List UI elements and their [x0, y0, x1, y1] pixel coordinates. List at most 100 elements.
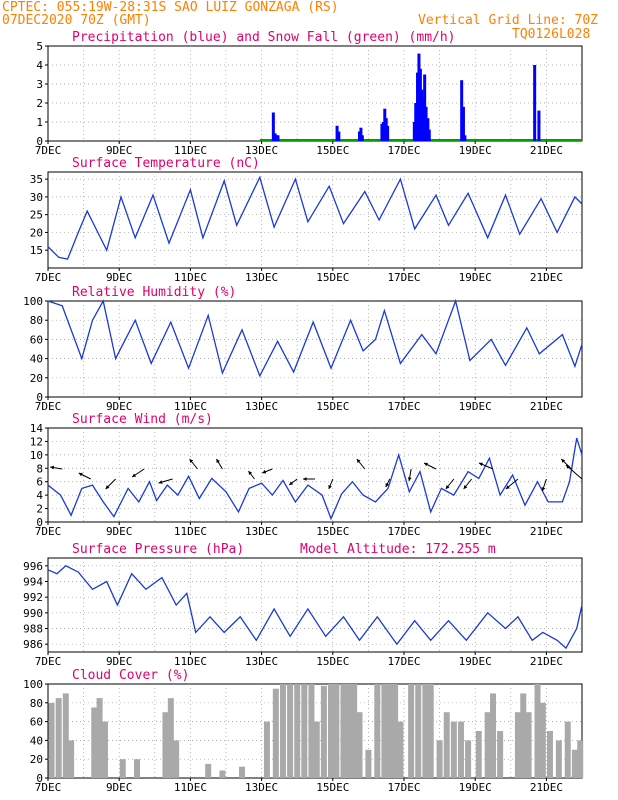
humidity-xtick-label: 17DEC — [387, 400, 420, 413]
temperature-frame — [47, 171, 583, 269]
wind-arrowhead — [356, 459, 361, 463]
wind-arrowhead — [216, 459, 220, 463]
wind-arrowhead — [132, 473, 137, 477]
humidity-xtick-label: 19DEC — [459, 400, 492, 413]
humidity-xtick-label: 7DEC — [35, 400, 62, 413]
cloud-bar — [301, 684, 308, 778]
humidity-line — [47, 298, 583, 378]
precipitation-xtick-label: 17DEC — [387, 144, 420, 157]
precipitation-xtick-label: 9DEC — [106, 144, 133, 157]
temperature-xtick-label: 7DEC — [35, 271, 62, 284]
cloud-bar — [408, 684, 415, 778]
precipitation-ytick-label: 0 — [36, 135, 43, 148]
precipitation-ytick-label: 1 — [36, 116, 43, 129]
precip-bar — [461, 106, 465, 141]
cloud-bar — [427, 684, 434, 778]
precipitation-xtick-label: 13DEC — [245, 144, 278, 157]
cloud-bar — [490, 693, 496, 778]
precipitation-xtick-label: 15DEC — [316, 144, 349, 157]
cloud-cover-ytick-label: 100 — [23, 678, 43, 691]
cloud-bar — [484, 712, 491, 778]
temperature-xtick-label: 19DEC — [459, 271, 492, 284]
wind-arrowhead — [248, 471, 253, 475]
pressure-ytick-label: 992 — [23, 591, 43, 604]
precipitation-xtick-label: 11DEC — [174, 144, 207, 157]
temperature-ytick-label: 25 — [30, 209, 43, 222]
pressure-ytick-label: 986 — [23, 638, 43, 651]
precipitation-ytick-label: 5 — [36, 40, 43, 53]
wind-arrowhead — [105, 485, 110, 489]
cloud-bar — [415, 684, 422, 778]
wind-ytick-label: 2 — [36, 503, 43, 516]
pressure-ytick-label: 988 — [23, 623, 43, 636]
pressure-xtick-label: 15DEC — [316, 655, 349, 668]
humidity-title: Relative Humidity (%) — [72, 285, 236, 300]
temperature-ytick-label: 15 — [30, 244, 43, 257]
precipitation-xtick-label: 19DEC — [459, 144, 492, 157]
header-line1: CPTEC: 055:19W-28:31S SAO LUIZ GONZAGA (… — [2, 0, 339, 15]
cloud-bar — [340, 684, 347, 778]
wind-arrowhead — [303, 477, 307, 481]
pressure-line — [47, 565, 583, 650]
precip-bar — [359, 127, 363, 141]
cloud-bar — [356, 712, 363, 778]
precip-bar — [386, 125, 390, 141]
humidity-ytick-label: 60 — [30, 333, 43, 346]
header-date: 07DEC2020 70Z (GMT) — [2, 13, 151, 28]
cloud-cover-xtick-label: 13DEC — [245, 781, 278, 794]
wind-arrowhead — [78, 472, 83, 477]
wind-arrowhead — [445, 485, 450, 489]
cloud-bar — [546, 731, 553, 778]
pressure-xtick-label: 7DEC — [35, 655, 62, 668]
wind-arrowhead — [479, 462, 483, 467]
wind-arrow — [565, 464, 583, 480]
humidity-xtick-label: 13DEC — [245, 400, 278, 413]
cloud-bar — [351, 684, 358, 778]
wind-xtick-label: 11DEC — [174, 525, 207, 538]
wind-arrowhead — [262, 469, 267, 474]
header-grid-note: Vertical Grid Line: 70Z — [418, 13, 599, 28]
pressure-title: Surface Pressure (hPa) — [72, 542, 244, 557]
cloud-bar — [101, 721, 108, 778]
cloud-bar — [219, 770, 226, 778]
cloud-cover-xtick-label: 15DEC — [316, 781, 349, 794]
cloud-bar — [443, 712, 450, 778]
cloud-bar — [134, 759, 140, 778]
cloud-bar — [365, 749, 372, 778]
wind-arrowhead — [566, 465, 570, 469]
temperature-xtick-label: 17DEC — [387, 271, 420, 284]
wind-xtick-label: 21DEC — [530, 525, 563, 538]
cloud-cover-ytick-label: 40 — [30, 734, 43, 747]
cloud-bar — [48, 702, 55, 778]
cloud-bar — [534, 684, 541, 778]
wind-arrowhead — [50, 465, 55, 470]
temperature-ytick-label: 35 — [30, 173, 43, 186]
cloud-bar — [68, 740, 75, 778]
cloud-cover-title: Cloud Cover (%) — [72, 668, 189, 683]
cloud-bar — [205, 763, 212, 778]
cloud-bar — [328, 684, 335, 778]
humidity-ytick-label: 100 — [23, 295, 43, 308]
cloud-bar — [55, 698, 62, 778]
pressure-ytick-label: 994 — [23, 576, 43, 589]
precip-bar — [414, 103, 418, 141]
humidity-frame — [47, 300, 583, 398]
wind-ytick-label: 8 — [36, 462, 43, 475]
cloud-bar — [577, 740, 584, 778]
cloud-bar — [279, 684, 286, 778]
header-code: TQ0126L028 — [512, 27, 591, 42]
cloud-bar — [457, 721, 464, 778]
humidity-ytick-label: 0 — [36, 391, 43, 404]
cloud-cover-xtick-label: 17DEC — [387, 781, 420, 794]
pressure-xtick-label: 13DEC — [245, 655, 278, 668]
cloud-bar — [497, 731, 504, 778]
cloud-bar — [571, 749, 578, 778]
cloud-bar — [62, 693, 69, 778]
precipitation-ytick-label: 4 — [36, 59, 43, 72]
humidity-xtick-label: 9DEC — [106, 400, 133, 413]
precipitation-title: Precipitation (blue) and Snow Fall (gree… — [72, 30, 456, 45]
precip-bar — [460, 80, 464, 141]
wind-arrowhead — [385, 483, 390, 487]
humidity-xtick-label: 11DEC — [174, 400, 207, 413]
cloud-bar — [397, 721, 404, 778]
